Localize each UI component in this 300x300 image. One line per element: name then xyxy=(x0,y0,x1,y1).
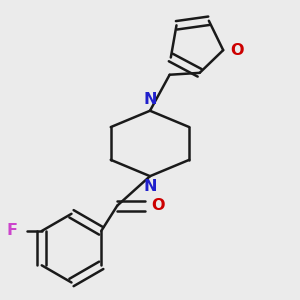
Text: O: O xyxy=(230,43,244,58)
Text: F: F xyxy=(6,224,17,238)
Text: O: O xyxy=(152,198,165,213)
Text: N: N xyxy=(143,179,157,194)
Text: N: N xyxy=(143,92,157,107)
